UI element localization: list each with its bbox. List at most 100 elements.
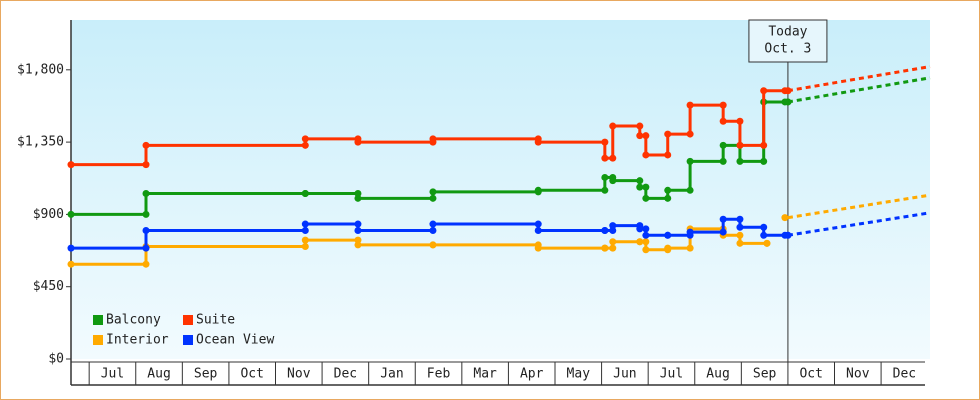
point	[301, 135, 309, 143]
point	[664, 186, 672, 194]
point-before	[142, 260, 150, 268]
point	[736, 157, 744, 165]
forecast-line	[787, 211, 931, 237]
point	[609, 177, 617, 185]
x-tick-label: Dec	[334, 367, 357, 382]
point	[601, 173, 609, 181]
point	[636, 132, 644, 140]
point-before	[642, 238, 650, 246]
point	[429, 188, 437, 196]
point-before	[429, 194, 437, 202]
point	[354, 138, 362, 146]
legend-swatch	[183, 335, 193, 345]
point	[642, 231, 650, 239]
point	[67, 260, 75, 268]
x-tick-label: Dec	[893, 367, 916, 382]
x-tick-label: Sep	[753, 367, 777, 382]
point	[760, 87, 768, 95]
point	[301, 220, 309, 228]
legend-swatch	[93, 335, 103, 345]
x-tick-label: Nov	[846, 367, 870, 382]
plot-area	[71, 20, 930, 359]
x-tick-label: Apr	[520, 367, 544, 382]
point	[301, 190, 309, 198]
x-tick-label: Jul	[660, 367, 683, 382]
x-tick-label: Aug	[706, 367, 729, 382]
point	[642, 194, 650, 202]
point	[636, 225, 644, 233]
point-before	[636, 122, 644, 130]
point-before	[686, 186, 694, 194]
point	[719, 141, 727, 149]
forecast-point	[781, 87, 789, 95]
point-before	[636, 177, 644, 185]
point	[763, 239, 771, 247]
point-before	[736, 117, 744, 125]
point-before	[760, 223, 768, 231]
y-tick-label: $900	[33, 207, 64, 222]
y-tick-label: $1,350	[17, 135, 64, 150]
point	[642, 151, 650, 159]
point	[664, 231, 672, 239]
x-tick-label: Sep	[194, 367, 218, 382]
point	[67, 161, 75, 169]
forecast-line	[787, 65, 931, 93]
legend-swatch	[93, 315, 103, 325]
point-before	[609, 226, 617, 234]
x-tick-label: Jan	[380, 367, 403, 382]
x-tick-label: Jun	[613, 367, 636, 382]
point-before	[686, 130, 694, 138]
point	[686, 157, 694, 165]
point-before	[642, 183, 650, 191]
point	[429, 135, 437, 143]
legend-swatch	[183, 315, 193, 325]
point	[636, 238, 644, 246]
point	[609, 238, 617, 246]
today-label: Today	[768, 25, 807, 40]
legend-label: Suite	[196, 313, 235, 328]
legend-label: Interior	[106, 333, 169, 348]
point	[67, 244, 75, 252]
x-tick-label: Nov	[287, 367, 311, 382]
point	[534, 186, 542, 194]
point-before	[642, 225, 650, 233]
point-before	[719, 157, 727, 165]
point-before	[609, 154, 617, 162]
point-before	[142, 210, 150, 218]
point-before	[736, 215, 744, 223]
y-tick-label: $450	[33, 279, 64, 294]
point	[736, 141, 744, 149]
point	[534, 226, 542, 234]
point	[601, 244, 609, 252]
point-before	[609, 244, 617, 252]
x-tick-label: Aug	[147, 367, 170, 382]
today-box	[748, 19, 828, 63]
point	[601, 226, 609, 234]
point	[301, 236, 309, 244]
point-before	[642, 132, 650, 140]
y-tick-label: $1,800	[17, 62, 64, 77]
forecast-point	[781, 98, 789, 106]
point	[686, 228, 694, 236]
y-tick-label: $0	[48, 352, 64, 367]
point	[760, 231, 768, 239]
point	[736, 239, 744, 247]
legend-label: Ocean View	[196, 333, 274, 348]
point-before	[719, 228, 727, 236]
point	[429, 220, 437, 228]
point-before	[760, 141, 768, 149]
x-tick-label: Oct	[799, 367, 822, 382]
point-before	[601, 186, 609, 194]
point-before	[354, 236, 362, 244]
point-before	[664, 151, 672, 159]
point-before	[142, 161, 150, 169]
point	[354, 194, 362, 202]
point	[642, 246, 650, 254]
x-tick-label: Mar	[473, 367, 497, 382]
today-label: Oct. 3	[764, 42, 811, 57]
point	[609, 222, 617, 230]
point	[736, 223, 744, 231]
point-before	[142, 244, 150, 252]
x-tick-label: Feb	[427, 367, 451, 382]
point	[142, 190, 150, 198]
